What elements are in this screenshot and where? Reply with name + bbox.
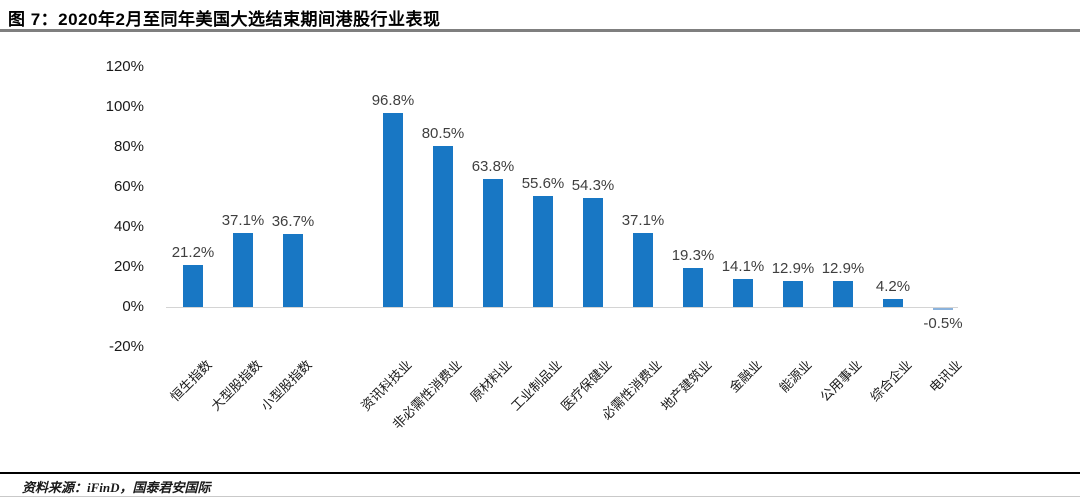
value-label: 55.6% bbox=[521, 174, 565, 192]
value-label: 21.2% bbox=[171, 243, 215, 261]
category-label: 恒生指数 bbox=[167, 357, 215, 405]
bar bbox=[183, 264, 203, 307]
category-label: 大型股指数 bbox=[208, 357, 265, 414]
bar bbox=[483, 179, 503, 307]
y-axis-tick-label: 120% bbox=[105, 58, 144, 75]
value-label: 37.1% bbox=[621, 211, 665, 229]
y-axis-tick-label: 60% bbox=[113, 178, 144, 195]
y-axis-tick-label: 20% bbox=[113, 258, 144, 275]
y-axis-tick-label: 0% bbox=[122, 298, 144, 315]
value-label: 96.8% bbox=[371, 92, 415, 110]
bar bbox=[683, 268, 703, 307]
value-label: 37.1% bbox=[221, 211, 265, 229]
bar bbox=[583, 198, 603, 307]
figure-title: 图 7：2020年2月至同年美国大选结束期间港股行业表现 bbox=[8, 10, 441, 29]
bar bbox=[883, 298, 903, 307]
bar bbox=[733, 278, 753, 307]
bar bbox=[633, 232, 653, 307]
value-label: -0.5% bbox=[923, 315, 963, 332]
y-axis-tick-label: 80% bbox=[113, 138, 144, 155]
category-label: 金融业 bbox=[726, 357, 765, 396]
value-label: 54.3% bbox=[571, 177, 615, 195]
category-label: 电讯业 bbox=[926, 357, 965, 396]
category-label: 原材料业 bbox=[467, 357, 515, 405]
bar bbox=[233, 232, 253, 307]
y-axis-tick-label: 40% bbox=[113, 218, 144, 235]
bar bbox=[933, 308, 953, 310]
category-label: 能源业 bbox=[776, 357, 815, 396]
category-label: 地产建筑业 bbox=[658, 357, 715, 414]
value-label: 12.9% bbox=[771, 260, 815, 278]
value-label: 19.3% bbox=[671, 247, 715, 265]
y-axis-tick-label: -20% bbox=[108, 338, 144, 355]
category-label: 工业制品业 bbox=[508, 357, 565, 414]
y-axis-tick-label: 100% bbox=[105, 98, 144, 115]
value-label: 4.2% bbox=[875, 277, 911, 295]
x-axis-line bbox=[166, 307, 958, 308]
category-label: 公用事业 bbox=[817, 357, 865, 405]
bar bbox=[283, 233, 303, 307]
value-label: 36.7% bbox=[271, 212, 315, 230]
bar bbox=[433, 146, 453, 307]
bar bbox=[383, 113, 403, 307]
value-label: 80.5% bbox=[421, 125, 465, 142]
value-label: 63.8% bbox=[471, 158, 515, 176]
footer-divider bbox=[0, 472, 1080, 474]
bottom-divider bbox=[0, 496, 1080, 497]
category-label: 综合企业 bbox=[867, 357, 915, 405]
category-label: 小型股指数 bbox=[258, 357, 315, 414]
bar bbox=[533, 195, 553, 307]
source-note: 资料来源：iFinD，国泰君安国际 bbox=[22, 480, 211, 495]
value-label: 14.1% bbox=[721, 257, 765, 275]
bar bbox=[783, 281, 803, 307]
value-label: 12.9% bbox=[821, 260, 865, 278]
bar bbox=[833, 281, 853, 307]
title-divider bbox=[0, 29, 1080, 32]
